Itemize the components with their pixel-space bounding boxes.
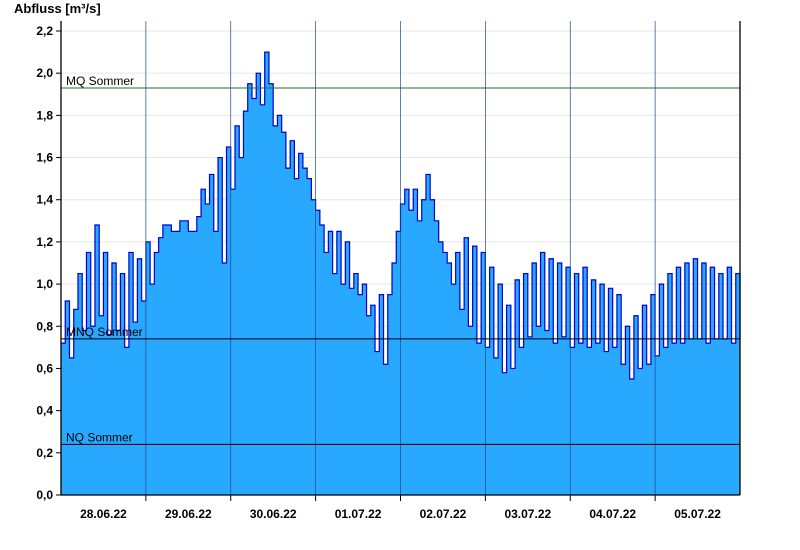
y-tick-label: 1,8 — [36, 108, 53, 122]
x-ticks: 28.06.22 29.06.22 30.06.22 01.07.22 02.07.22… — [80, 495, 721, 521]
y-tick-label: 0,6 — [36, 361, 53, 375]
day-dividers — [145, 21, 656, 495]
x-tick-label: 02.07.22 — [420, 507, 467, 521]
reference-label: NQ Sommer — [66, 430, 133, 444]
x-tick-label: 28.06.22 — [80, 507, 127, 521]
y-tick-label: 0,0 — [36, 488, 53, 502]
y-tick-label: 1,2 — [36, 235, 53, 249]
y-ticks: 0,0 0,2 0,4 0,6 0,8 1,0 1,2 1,4 1,6 1,8 2,0 2,2 — [36, 24, 61, 502]
y-tick-label: 2,2 — [36, 24, 53, 38]
x-tick-label: 03.07.22 — [504, 507, 551, 521]
x-tick-label: 05.07.22 — [674, 507, 721, 521]
x-tick-label: 04.07.22 — [589, 507, 636, 521]
x-tick-label: 01.07.22 — [335, 507, 382, 521]
x-tick-label: 30.06.22 — [250, 507, 297, 521]
y-tick-label: 1,4 — [36, 193, 53, 207]
reference-label: MQ Sommer — [66, 74, 134, 88]
reference-lines: MQ Sommer MNQ Sommer NQ Sommer — [61, 74, 740, 445]
y-tick-label: 0,4 — [36, 404, 53, 418]
x-tick-label: 29.06.22 — [165, 507, 212, 521]
y-axis-label: Abfluss [m³/s] — [14, 1, 101, 16]
y-tick-label: 1,0 — [36, 277, 53, 291]
reference-label: MNQ Sommer — [66, 325, 143, 339]
y-tick-label: 1,6 — [36, 151, 53, 165]
y-tick-label: 2,0 — [36, 66, 53, 80]
y-tick-label: 0,2 — [36, 446, 53, 460]
discharge-line — [61, 51, 741, 380]
y-tick-label: 0,8 — [36, 319, 53, 333]
